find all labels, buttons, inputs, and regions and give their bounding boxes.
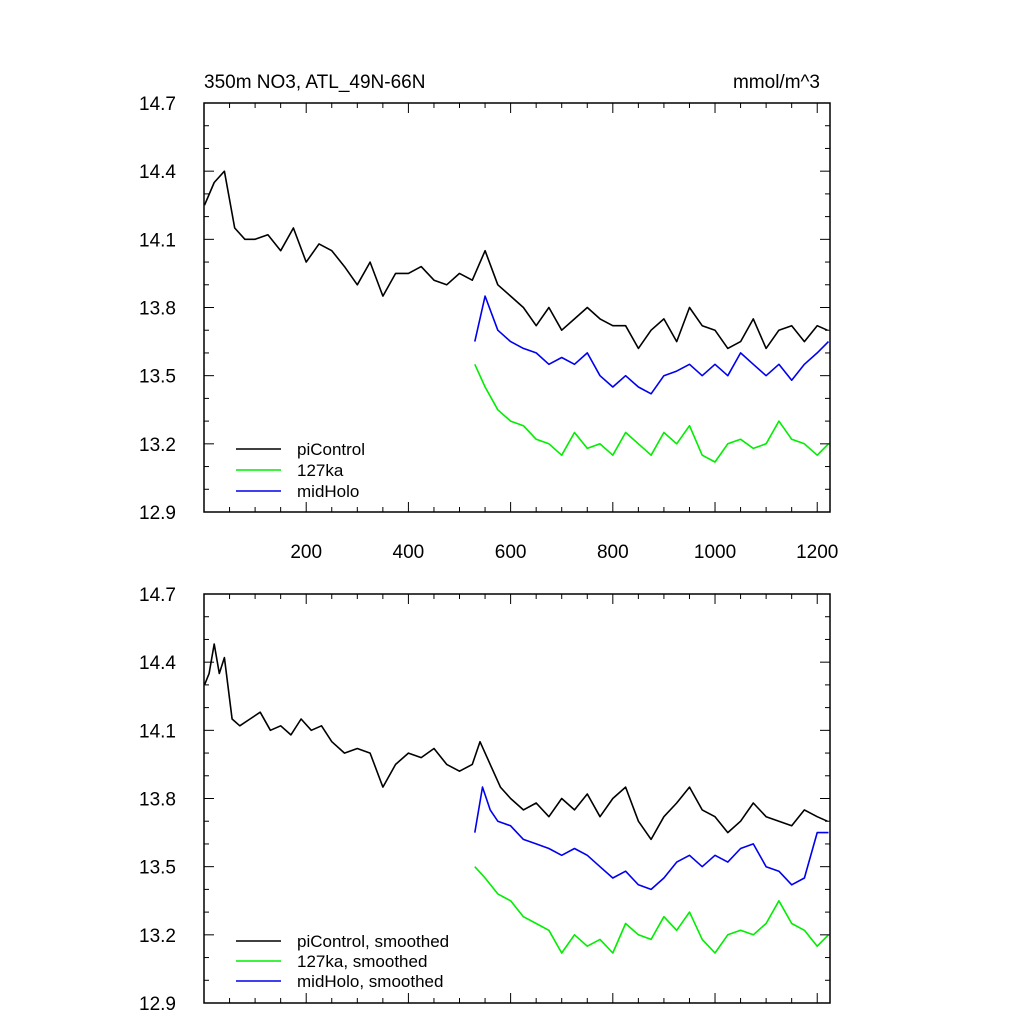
x-tick-label: 600 <box>495 542 527 563</box>
y-tick-label: 14.7 <box>139 94 176 115</box>
series-line-1 <box>474 363 830 463</box>
legend-label: midHolo <box>297 482 359 501</box>
y-tick-label: 13.8 <box>139 299 176 320</box>
y-tick-label: 12.9 <box>139 503 176 524</box>
y-tick-label: 14.4 <box>139 162 176 183</box>
series-line-2 <box>474 786 829 891</box>
top-panel: 350m NO3, ATL_49N-66N mmol/m^3 200 400 600… <box>139 72 838 563</box>
y-tick-label: 13.2 <box>139 926 176 947</box>
y-tick-label: 13.8 <box>139 790 176 811</box>
y-tick-label: 12.9 <box>139 994 176 1015</box>
y-tick-label: 14.1 <box>139 230 176 251</box>
series-lines-bottom <box>203 643 830 954</box>
x-ticks-top: 200 400 600 800 1000 1200 <box>229 103 838 563</box>
legend-label: piControl <box>297 440 365 459</box>
x-ticks-bottom <box>229 594 818 1003</box>
series-line-0 <box>203 170 828 350</box>
x-tick-label: 200 <box>290 542 322 563</box>
y-tick-label: 14.7 <box>139 585 176 606</box>
x-tick-label: 800 <box>597 542 629 563</box>
x-tick-label: 1200 <box>796 542 838 563</box>
series-line-0 <box>203 643 828 841</box>
series-line-2 <box>474 295 830 395</box>
y-tick-label: 14.4 <box>139 653 176 674</box>
y-tick-label: 14.1 <box>139 721 176 742</box>
chart-units: mmol/m^3 <box>733 72 820 93</box>
chart-title: 350m NO3, ATL_49N-66N <box>204 72 425 93</box>
legend-label: 127ka <box>297 461 344 480</box>
y-tick-label: 13.2 <box>139 435 176 456</box>
legend-label: piControl, smoothed <box>297 932 449 951</box>
legend-label: 127ka, smoothed <box>297 952 427 971</box>
series-lines-top <box>203 170 830 463</box>
y-ticks-top: 12.9 13.2 13.5 13.8 14.1 14.4 14.7 <box>139 94 830 524</box>
y-ticks-bottom: 12.9 13.2 13.5 13.8 14.1 14.4 14.7 <box>139 585 830 1015</box>
y-tick-label: 13.5 <box>139 858 176 879</box>
legend-label: midHolo, smoothed <box>297 972 443 991</box>
x-tick-label: 400 <box>393 542 425 563</box>
x-tick-label: 1000 <box>694 542 736 563</box>
legend-top: piControl 127ka midHolo <box>236 440 365 501</box>
series-line-1 <box>474 866 830 954</box>
bottom-panel: 12.9 13.2 13.5 13.8 14.1 14.4 14.7 piControl, … <box>139 585 831 1015</box>
y-tick-label: 13.5 <box>139 367 176 388</box>
